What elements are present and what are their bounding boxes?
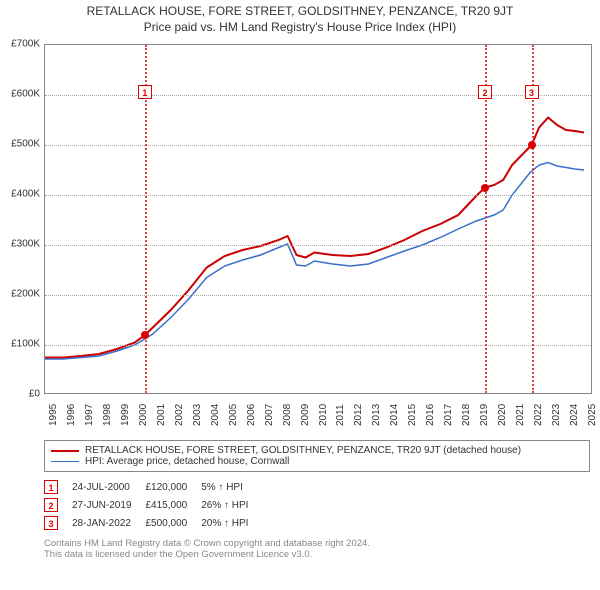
table-row: 1 24-JUL-2000£120,0005% ↑ HPI (44, 478, 262, 496)
table-row: 3 28-JAN-2022£500,00020% ↑ HPI (44, 514, 262, 532)
x-axis-label: 1998 (102, 404, 113, 426)
sale-row-badge: 2 (44, 498, 58, 512)
y-axis-label: £500K (0, 139, 40, 150)
y-axis-label: £400K (0, 189, 40, 200)
sale-row-badge: 1 (44, 480, 58, 494)
sale-date: 27-JUN-2019 (72, 496, 145, 514)
sale-point-dot (528, 141, 536, 149)
series-property (45, 118, 584, 358)
gridline-h (45, 295, 591, 296)
sale-price: £120,000 (145, 478, 201, 496)
gridline-h (45, 345, 591, 346)
footer-line-1: Contains HM Land Registry data © Crown c… (44, 538, 590, 549)
x-axis-label: 2022 (533, 404, 544, 426)
legend: RETALLACK HOUSE, FORE STREET, GOLDSITHNE… (44, 440, 590, 472)
x-axis-label: 2014 (389, 404, 400, 426)
legend-row: RETALLACK HOUSE, FORE STREET, GOLDSITHNE… (51, 445, 583, 456)
x-axis-label: 2009 (300, 404, 311, 426)
sale-price: £415,000 (145, 496, 201, 514)
x-axis-label: 1996 (66, 404, 77, 426)
y-axis-label: £600K (0, 89, 40, 100)
series-hpi (45, 163, 584, 360)
y-axis-label: £700K (0, 39, 40, 50)
y-axis-label: £200K (0, 289, 40, 300)
x-axis-label: 1997 (84, 404, 95, 426)
gridline-h (45, 245, 591, 246)
x-axis-label: 2003 (192, 404, 203, 426)
footer-line-2: This data is licensed under the Open Gov… (44, 549, 590, 560)
x-axis-label: 2016 (425, 404, 436, 426)
x-axis-label: 1995 (48, 404, 59, 426)
chart-area: 1 2 3 £0 £100K £200K £300K £400K £500K £600K £700… (0, 36, 600, 436)
line-series-svg (45, 45, 592, 394)
y-axis-label: £300K (0, 239, 40, 250)
x-axis-label: 2005 (228, 404, 239, 426)
plot-area: 1 2 3 (44, 44, 592, 394)
sale-delta: 5% ↑ HPI (201, 478, 262, 496)
x-axis-label: 2002 (174, 404, 185, 426)
x-axis-label: 2018 (461, 404, 472, 426)
sale-date: 24-JUL-2000 (72, 478, 145, 496)
x-axis-label: 2008 (282, 404, 293, 426)
sale-delta: 26% ↑ HPI (201, 496, 262, 514)
chart-title-address: RETALLACK HOUSE, FORE STREET, GOLDSITHNE… (0, 4, 600, 18)
x-axis-label: 2023 (551, 404, 562, 426)
legend-label: HPI: Average price, detached house, Corn… (85, 456, 289, 467)
x-axis-label: 1999 (120, 404, 131, 426)
sale-point-dot (481, 184, 489, 192)
gridline-h (45, 95, 591, 96)
x-axis-label: 2007 (264, 404, 275, 426)
x-axis-label: 2001 (156, 404, 167, 426)
sale-row-badge: 3 (44, 516, 58, 530)
x-axis-label: 2000 (138, 404, 149, 426)
x-axis-label: 2020 (497, 404, 508, 426)
x-axis-label: 2012 (353, 404, 364, 426)
sale-point-dot (141, 331, 149, 339)
gridline-h (45, 195, 591, 196)
legend-swatch (51, 461, 79, 462)
sale-date: 28-JAN-2022 (72, 514, 145, 532)
table-row: 2 27-JUN-2019£415,00026% ↑ HPI (44, 496, 262, 514)
y-axis-label: £100K (0, 339, 40, 350)
x-axis-label: 2025 (587, 404, 598, 426)
legend-row: HPI: Average price, detached house, Corn… (51, 456, 583, 467)
x-axis-label: 2024 (569, 404, 580, 426)
legend-swatch (51, 450, 79, 452)
footer-attribution: Contains HM Land Registry data © Crown c… (44, 538, 590, 560)
x-axis-label: 2021 (515, 404, 526, 426)
x-axis-label: 2010 (318, 404, 329, 426)
sale-marker-badge: 3 (525, 85, 539, 99)
x-axis-label: 2006 (246, 404, 257, 426)
chart-subtitle: Price paid vs. HM Land Registry's House … (0, 20, 600, 34)
x-axis-label: 2004 (210, 404, 221, 426)
x-axis-label: 2017 (443, 404, 454, 426)
sale-delta: 20% ↑ HPI (201, 514, 262, 532)
gridline-h (45, 145, 591, 146)
y-axis-label: £0 (0, 389, 40, 400)
x-axis-label: 2011 (335, 404, 346, 426)
sale-marker-badge: 2 (478, 85, 492, 99)
chart-title-block: RETALLACK HOUSE, FORE STREET, GOLDSITHNE… (0, 0, 600, 36)
legend-label: RETALLACK HOUSE, FORE STREET, GOLDSITHNE… (85, 445, 521, 456)
sale-price: £500,000 (145, 514, 201, 532)
x-axis-label: 2019 (479, 404, 490, 426)
sale-marker-badge: 1 (138, 85, 152, 99)
x-axis-label: 2013 (371, 404, 382, 426)
x-axis-label: 2015 (407, 404, 418, 426)
sales-table: 1 24-JUL-2000£120,0005% ↑ HPI 2 27-JUN-2019… (44, 478, 262, 532)
